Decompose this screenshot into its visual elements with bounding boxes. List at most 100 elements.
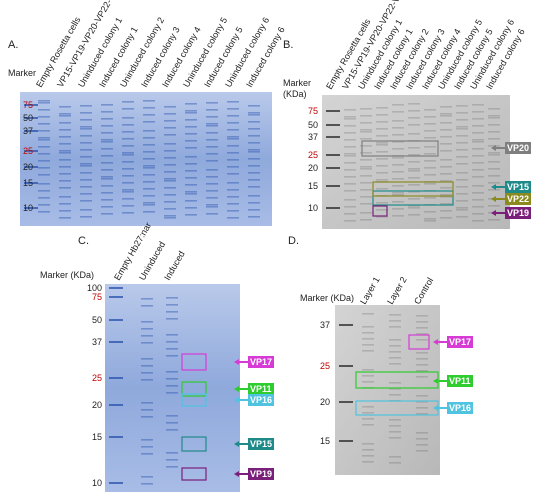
lane-band	[59, 196, 71, 198]
lane-band	[416, 395, 428, 397]
lane-band	[472, 104, 484, 106]
lane-band	[164, 208, 176, 210]
marker-label: 15	[23, 178, 33, 188]
lane-band	[362, 461, 374, 463]
lane-band	[164, 180, 176, 182]
lane-band	[101, 148, 113, 150]
lane-band	[392, 111, 404, 113]
arrow-head	[433, 378, 438, 384]
lane-band	[360, 108, 372, 110]
lane-band	[362, 424, 374, 426]
lane-band	[392, 192, 404, 194]
lane-band	[166, 415, 178, 417]
annotation-label: VP11	[449, 376, 471, 386]
marker-label: 37	[308, 132, 318, 142]
lane-band	[122, 117, 134, 119]
lane-band	[248, 121, 260, 123]
lane-band	[408, 103, 420, 105]
marker-label: 37	[320, 320, 330, 330]
lane-band	[166, 385, 178, 387]
lane-band	[488, 108, 500, 110]
lane-band	[185, 193, 197, 195]
panel-label: B.	[283, 39, 293, 51]
lane-band	[389, 357, 401, 359]
lane-band	[38, 123, 50, 125]
lane-band	[424, 123, 436, 125]
lane-band	[456, 193, 468, 195]
lane-band	[122, 212, 134, 214]
gel-image	[105, 284, 240, 492]
lane-band	[185, 200, 197, 202]
lane-band	[38, 204, 50, 206]
annotation-label: VP17	[250, 357, 272, 367]
lane-band	[416, 333, 428, 335]
lane-band	[143, 195, 155, 197]
lane-band	[344, 155, 356, 157]
lane-band	[488, 219, 500, 221]
lane-band	[227, 210, 239, 212]
lane-band	[141, 379, 153, 381]
lane-band	[38, 130, 50, 132]
lane-band	[424, 220, 436, 222]
ladder-band	[24, 150, 38, 152]
marker-label: 75	[23, 100, 33, 110]
lane-band	[143, 202, 155, 204]
lane-band	[472, 148, 484, 150]
lane-band	[164, 178, 176, 180]
lane-band	[472, 176, 484, 178]
gel-image	[322, 95, 510, 229]
lane-band	[59, 115, 71, 117]
lane-band	[424, 218, 436, 220]
lane-band	[472, 118, 484, 120]
marker-label: 20	[92, 400, 102, 410]
lane-band	[456, 112, 468, 114]
panel-label: A.	[8, 39, 18, 51]
lane-band	[166, 297, 178, 299]
lane-band	[389, 394, 401, 396]
lane-band	[80, 165, 92, 167]
annotation-label: VP15	[507, 182, 529, 192]
lane-band	[166, 348, 178, 350]
lane-band	[164, 215, 176, 217]
lane-label: Layer 1	[358, 275, 382, 306]
ladder-band	[339, 324, 353, 326]
lane-band	[488, 154, 500, 156]
lane-band	[472, 206, 484, 208]
lane-band	[408, 133, 420, 135]
lane-band	[38, 116, 50, 118]
lane-band	[80, 142, 92, 144]
lane-band	[59, 129, 71, 131]
lane-band	[392, 194, 404, 196]
marker-label: 75	[92, 292, 102, 302]
lane-band	[185, 207, 197, 209]
lane-band	[416, 444, 428, 446]
lane-band	[122, 175, 134, 177]
lane-band	[227, 166, 239, 168]
annotation-label: VP19	[507, 208, 529, 218]
lane-band	[143, 174, 155, 176]
annotation-box	[361, 140, 439, 157]
lane-band	[389, 345, 401, 347]
lane-band	[185, 191, 197, 193]
lane-band	[376, 135, 388, 137]
marker-label: 100	[87, 283, 102, 293]
lane-band	[456, 149, 468, 151]
lane-band	[376, 158, 388, 160]
lane-band	[416, 370, 428, 372]
arrow-head	[234, 441, 239, 447]
lane-band	[122, 154, 134, 156]
lane-band	[80, 216, 92, 218]
lane-band	[416, 413, 428, 415]
lane-band	[141, 439, 153, 441]
lane-band	[122, 198, 134, 200]
lane-band	[440, 217, 452, 219]
lane-band	[80, 193, 92, 195]
lane-band	[122, 205, 134, 207]
lane-band	[59, 136, 71, 138]
lane-band	[59, 113, 71, 115]
lane-band	[206, 204, 218, 206]
lane-band	[472, 162, 484, 164]
ladder-band	[24, 104, 38, 106]
lane-band	[416, 315, 428, 317]
lane-band	[362, 412, 374, 414]
